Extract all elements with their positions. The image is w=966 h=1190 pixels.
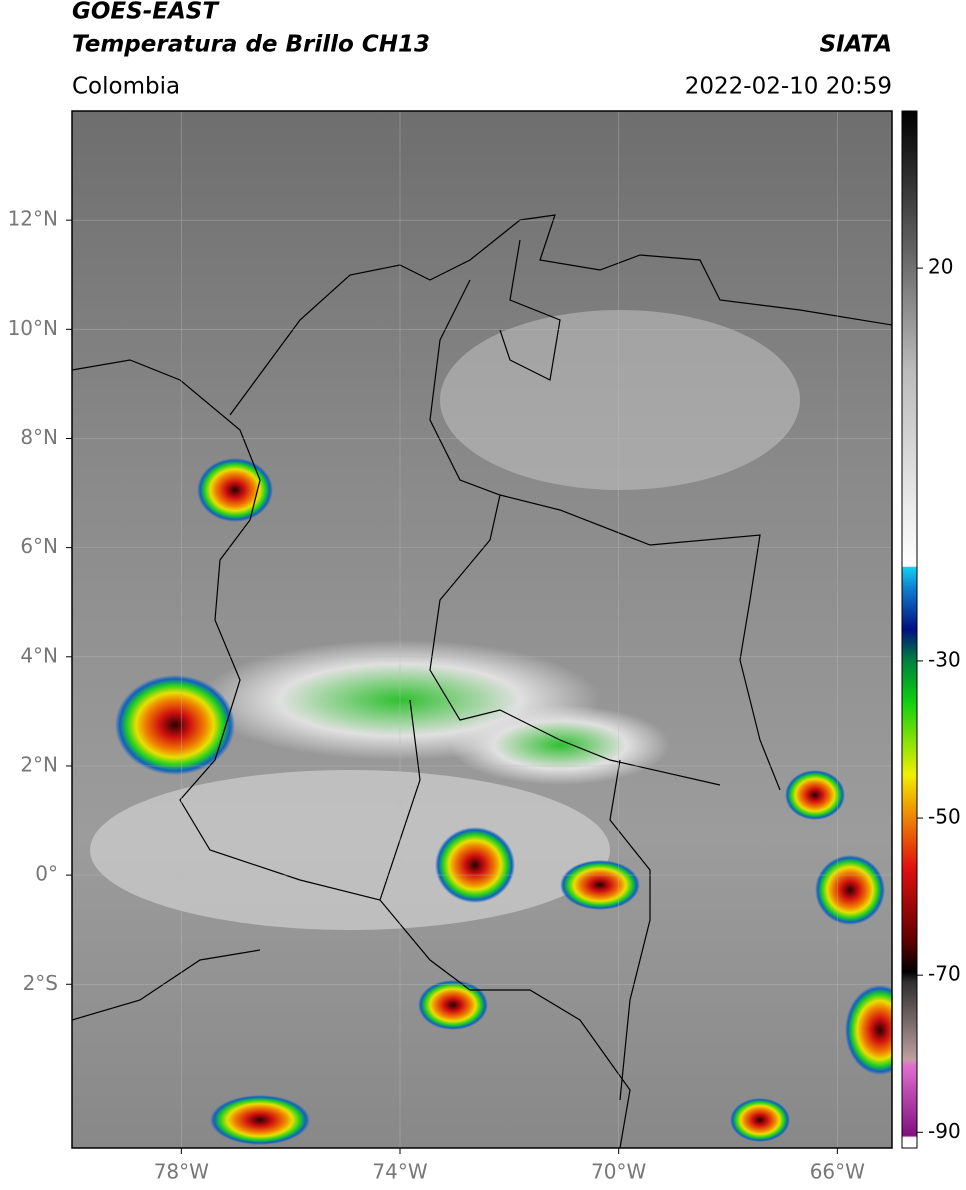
x-tick-label: 70°W — [591, 1160, 646, 1184]
y-tick-label: 4°N — [20, 643, 58, 667]
source: SIATA — [820, 32, 892, 58]
y-tick-label: 12°N — [8, 207, 58, 231]
y-tick-label: 6°N — [20, 534, 58, 558]
subtitle: Temperatura de Brillo CH13 — [72, 32, 430, 58]
colorbar-label: -50 — [928, 805, 961, 829]
colorbar-label: -30 — [928, 647, 961, 671]
x-tick-label: 66°W — [810, 1160, 865, 1184]
colorbar-label: -90 — [928, 1119, 961, 1143]
title: GOES-EAST — [72, 0, 220, 25]
colorbar-label: -70 — [928, 962, 961, 986]
y-tick-label: 2°N — [20, 752, 58, 776]
region: Colombia — [72, 74, 180, 100]
y-tick-label: 0° — [35, 862, 58, 886]
colorbar-label: 20 — [928, 255, 953, 279]
y-tick-label: 2°S — [23, 971, 58, 995]
y-tick-label: 10°N — [8, 316, 58, 340]
x-tick-label: 74°W — [372, 1160, 427, 1184]
satellite-image — [72, 111, 892, 1148]
datetime: 2022-02-10 20:59 — [685, 74, 892, 100]
y-tick-label: 8°N — [20, 425, 58, 449]
colorbar — [901, 110, 918, 1149]
x-tick-label: 78°W — [154, 1160, 209, 1184]
map-frame — [71, 110, 893, 1149]
